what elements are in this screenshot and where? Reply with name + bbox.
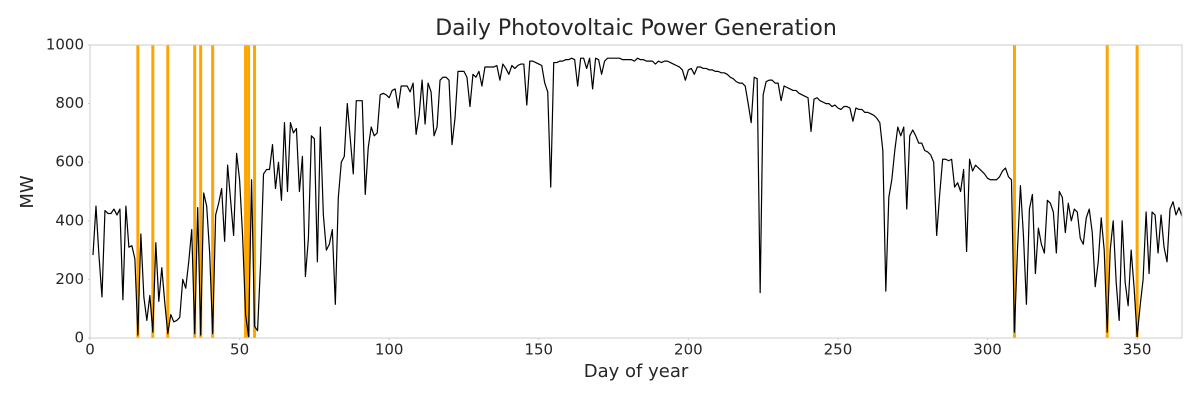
x-tick-label: 200 (674, 341, 703, 359)
y-tick-label: 1000 (46, 36, 84, 54)
x-tick-label: 0 (85, 341, 95, 359)
x-tick-label: 150 (524, 341, 553, 359)
x-tick-label: 100 (375, 341, 404, 359)
chart-title: Daily Photovoltaic Power Generation (435, 16, 837, 41)
x-tick-label: 50 (230, 341, 249, 359)
y-tick-label: 400 (55, 211, 84, 229)
y-axis-label: MW (17, 175, 38, 209)
y-tick-label: 0 (74, 329, 84, 347)
y-tick-label: 800 (55, 94, 84, 112)
y-tick-label: 600 (55, 153, 84, 171)
plot-frame (89, 44, 1183, 339)
x-tick-label: 300 (973, 341, 1002, 359)
x-axis-label: Day of year (584, 361, 689, 382)
y-tick-label: 200 (55, 270, 84, 288)
data-line (92, 57, 1183, 338)
x-tick-label: 250 (824, 341, 853, 359)
x-tick-label: 350 (1123, 341, 1152, 359)
